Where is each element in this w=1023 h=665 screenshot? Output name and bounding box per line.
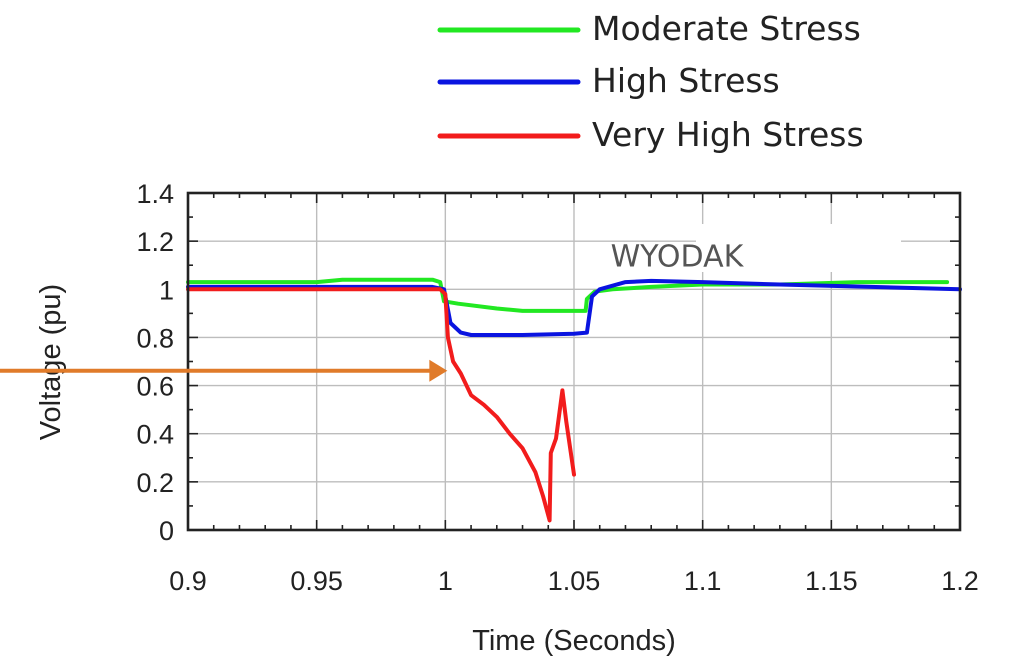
legend: Moderate Stress High Stress Very High Stre… — [437, 9, 864, 154]
y-axis-label: Voltage (pu) — [35, 284, 67, 440]
annotation-background — [696, 224, 901, 272]
legend-label-moderate-stress: Moderate Stress — [592, 9, 861, 48]
y-tick-label-2: 0.4 — [136, 420, 174, 450]
y-tick-label-4: 0.8 — [136, 323, 174, 353]
x-tick-label-3: 1.05 — [548, 566, 601, 596]
y-tick-label-1: 0.2 — [136, 468, 174, 498]
x-tick-label-6: 1.2 — [941, 566, 979, 596]
x-tick-label-0: 0.9 — [169, 566, 207, 596]
y-tick-label-3: 0.6 — [136, 372, 174, 402]
orange-arrow — [0, 359, 448, 382]
x-tick-label-2: 1 — [438, 566, 453, 596]
y-tick-label-7: 1.4 — [136, 179, 174, 209]
series-line-moderate-stress — [186, 277, 950, 313]
x-tick-label-1: 0.95 — [290, 566, 343, 596]
x-tick-label-5: 1.15 — [805, 566, 858, 596]
wyodak-annotation: WYODAK — [611, 240, 745, 275]
legend-label-high-stress: High Stress — [592, 61, 780, 100]
plot-frame — [186, 191, 962, 532]
series-lines — [186, 277, 962, 523]
x-tick-label-4: 1.1 — [684, 566, 722, 596]
legend-label-very-high-stress: Very High Stress — [592, 115, 864, 154]
x-axis-label: Time (Seconds) — [472, 625, 676, 657]
series-line-very-high-stress — [186, 287, 576, 523]
y-tick-labels: 0 0.2 0.4 0.6 0.8 1 1.2 1.4 — [136, 179, 174, 546]
y-tick-label-0: 0 — [159, 516, 174, 546]
y-tick-label-5: 1 — [159, 275, 174, 305]
arrow-head — [429, 359, 448, 382]
y-tick-label-6: 1.2 — [136, 227, 174, 257]
x-tick-labels: 0.9 0.95 1 1.05 1.1 1.15 1.2 — [169, 566, 979, 596]
